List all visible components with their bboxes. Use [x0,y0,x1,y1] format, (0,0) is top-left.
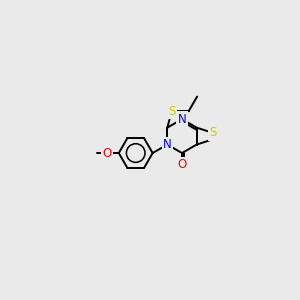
Text: O: O [102,146,112,160]
Text: N: N [163,138,172,151]
Text: O: O [177,158,187,171]
Text: N: N [178,113,186,126]
Text: S: S [168,105,176,118]
Text: S: S [209,126,217,140]
